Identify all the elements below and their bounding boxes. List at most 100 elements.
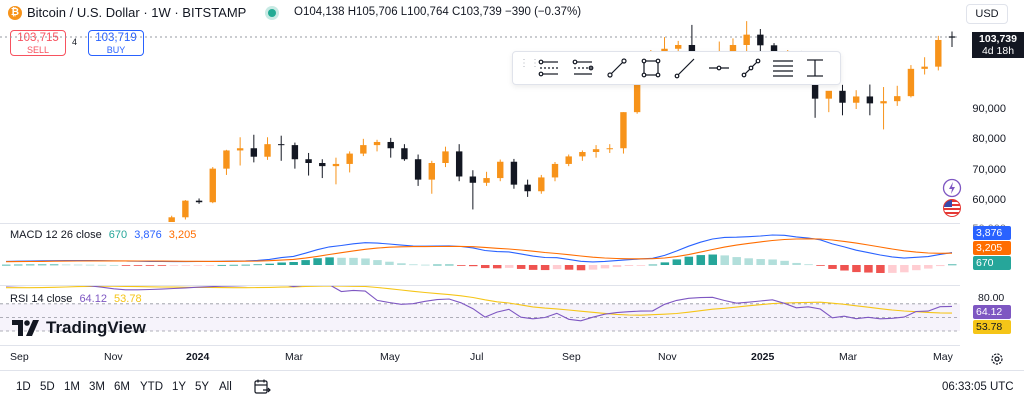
macd-histogram-bar <box>612 265 622 268</box>
drag-handle-icon[interactable]: ⋮⋮ <box>519 58 541 69</box>
macd-title[interactable]: MACD 12 26 close <box>10 229 102 241</box>
macd-histogram-bar <box>169 265 179 266</box>
macd-hist-tag: 670 <box>973 256 1011 270</box>
macd-histogram-bar <box>780 260 789 265</box>
symbol-title[interactable]: Bitcoin / U.S. Dollar · 1W · BITSTAMP <box>27 5 247 20</box>
bitcoin-icon: ₿ <box>8 6 22 20</box>
ruler-icon[interactable] <box>803 56 827 80</box>
parallel-channel-icon[interactable] <box>771 56 795 80</box>
rectangle-icon[interactable] <box>639 56 663 80</box>
pane-separator[interactable] <box>0 285 960 286</box>
candle <box>332 157 340 185</box>
macd-histogram-bar <box>289 262 298 265</box>
macd-histogram-bar <box>516 265 526 269</box>
fib-retracement-icon[interactable] <box>739 56 763 80</box>
macd-histogram-bar <box>804 264 813 266</box>
candle-body <box>387 141 394 149</box>
macd-histogram-bar <box>732 257 741 265</box>
macd-histogram-bar <box>61 264 71 266</box>
candle <box>195 198 203 204</box>
time-label: 2024 <box>186 351 210 363</box>
candle-body <box>442 151 449 163</box>
time-label: Nov <box>658 351 677 363</box>
rsi-title[interactable]: RSI 14 close <box>10 293 73 305</box>
drawing-toolbar[interactable]: ⋮⋮ <box>512 51 841 85</box>
candle <box>223 149 230 175</box>
lightning-icon[interactable] <box>942 178 962 198</box>
macd-histogram-bar <box>229 264 239 266</box>
candle <box>894 85 901 106</box>
settings-gear-icon[interactable] <box>990 352 1004 366</box>
last-price-value: 103,739 <box>979 33 1017 45</box>
candle <box>839 84 846 116</box>
clock-utc[interactable]: 06:33:05 UTC <box>942 381 1014 393</box>
candle <box>579 150 586 161</box>
macd-histogram-bar <box>445 264 454 266</box>
rsi-pane[interactable] <box>0 286 960 344</box>
timeframe-button[interactable]: 1Y <box>172 381 187 393</box>
candle <box>907 65 915 98</box>
candle-body <box>551 163 559 178</box>
rsi-ma-tag: 53.78 <box>973 320 1011 334</box>
candle-body <box>319 162 326 167</box>
candle-body <box>579 152 586 157</box>
long-position-icon[interactable] <box>537 56 561 80</box>
macd-histogram-bar <box>840 265 849 271</box>
path-icon[interactable] <box>605 56 629 80</box>
rsi-value-tag: 64.12 <box>973 305 1011 319</box>
candle <box>483 171 490 186</box>
sell-button[interactable]: 103,715 SELL <box>10 30 66 56</box>
trend-line-icon[interactable] <box>673 56 697 80</box>
tradingview-logo[interactable]: TradingView <box>12 318 146 338</box>
macd-histogram-bar <box>361 258 370 265</box>
rsi-axis-top: 80.00 <box>978 292 1005 304</box>
us-flag-icon[interactable] <box>942 198 962 218</box>
buy-button[interactable]: 103,719 BUY <box>88 30 144 56</box>
macd-histogram-bar <box>708 254 718 265</box>
pane-separator[interactable] <box>0 223 960 224</box>
short-position-icon[interactable] <box>571 56 595 80</box>
candle <box>236 137 244 166</box>
timeframe-button[interactable]: 3M <box>89 381 105 393</box>
rsi-line <box>6 286 953 322</box>
candle <box>497 159 504 182</box>
macd-histogram-bar <box>660 262 670 265</box>
macd-pane[interactable] <box>0 224 960 284</box>
candle-body <box>538 177 545 192</box>
date-range-calendar-icon[interactable] <box>253 378 271 396</box>
buy-label: BUY <box>106 45 126 55</box>
macd-line-tag: 3,876 <box>973 226 1011 240</box>
macd-histogram-bar <box>241 264 250 266</box>
timeframe-button[interactable]: 6M <box>114 381 130 393</box>
candle-body <box>305 159 312 163</box>
price-chart[interactable] <box>0 0 960 222</box>
candle <box>538 174 545 194</box>
timeframe-button[interactable]: 1M <box>64 381 80 393</box>
macd-histogram-bar <box>73 264 83 266</box>
chart-header: ₿ Bitcoin / U.S. Dollar · 1W · BITSTAMP … <box>0 0 1024 28</box>
candle <box>565 154 572 167</box>
macd-histogram-bar <box>744 258 753 265</box>
candle <box>319 159 326 179</box>
candle <box>592 145 600 158</box>
horizontal-line-icon[interactable] <box>707 56 731 80</box>
tradingview-logo-text: TradingView <box>46 318 146 337</box>
candle <box>182 200 189 220</box>
candle-body <box>880 101 887 104</box>
candle-body <box>510 161 518 185</box>
macd-histogram-bar <box>528 265 538 270</box>
candle <box>852 90 860 110</box>
timeframe-button[interactable]: 5Y <box>195 381 210 393</box>
time-label: Sep <box>562 351 581 363</box>
time-label: Mar <box>285 351 304 363</box>
timeframe-button[interactable]: 1D <box>16 381 31 393</box>
candle-body <box>935 39 942 67</box>
candle-body <box>592 149 600 153</box>
currency-selector[interactable]: USD <box>966 4 1008 24</box>
timeframe-button[interactable]: 5D <box>40 381 55 393</box>
timeframe-button[interactable]: All <box>219 381 232 393</box>
time-axis[interactable]: Sep Nov 2024 Mar May Jul Sep Nov 2025 Ma… <box>0 345 960 367</box>
candle-body <box>948 36 956 38</box>
timeframe-button[interactable]: YTD <box>140 381 163 393</box>
candle <box>250 134 258 163</box>
